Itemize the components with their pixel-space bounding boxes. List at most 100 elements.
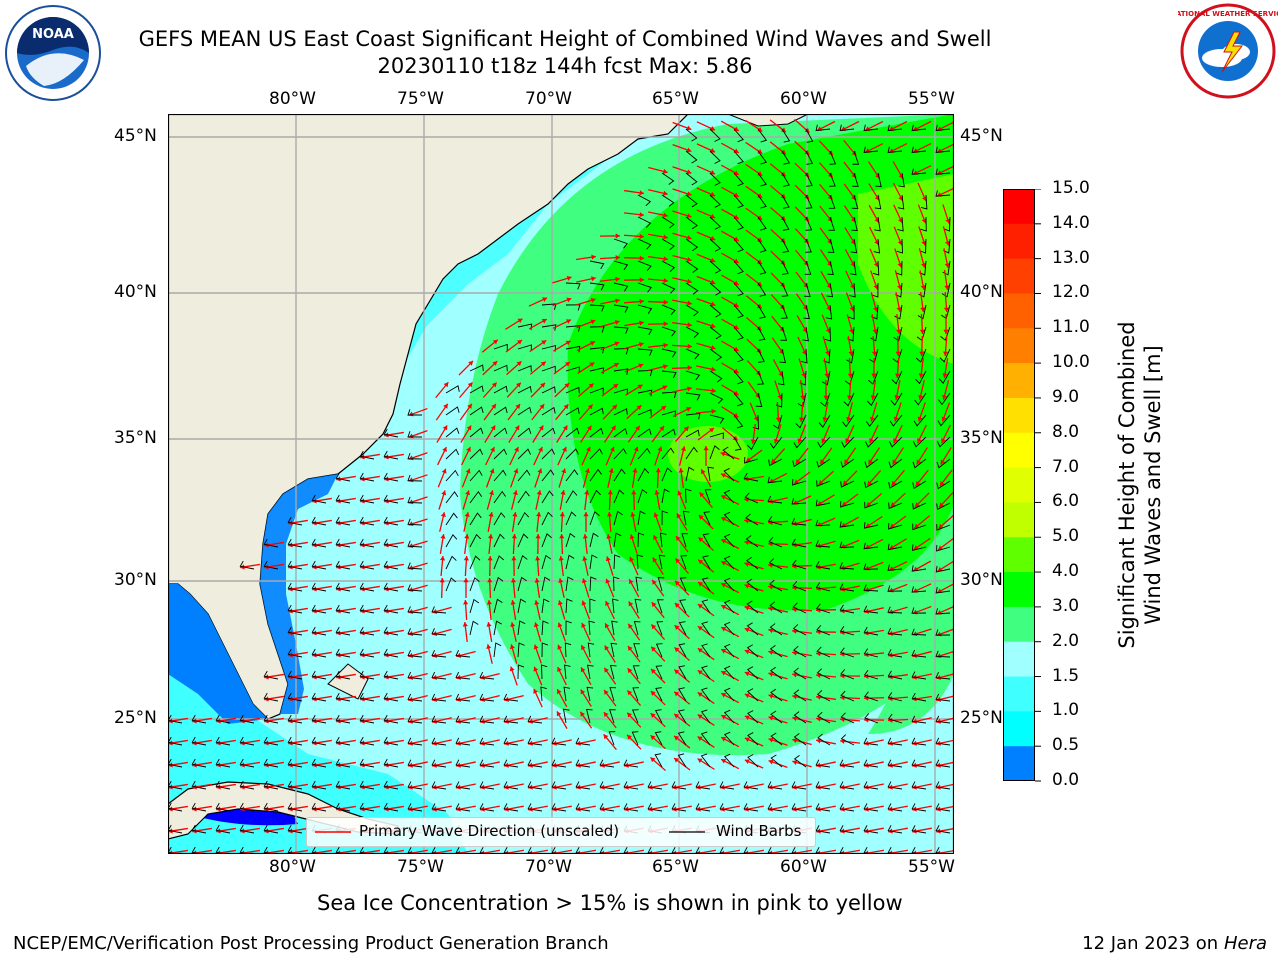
wave-arrow-head [509, 666, 515, 672]
wave-arrow-head [897, 240, 903, 246]
wave-arrow-head [557, 689, 562, 695]
wave-arrow-head [744, 715, 750, 721]
wind-barb [815, 759, 831, 768]
wind-barb [870, 326, 879, 342]
wind-barb [865, 436, 879, 448]
wind-barb [445, 491, 459, 504]
wind-barb [541, 620, 549, 636]
wind-barb [589, 427, 604, 438]
wind-barb [263, 736, 279, 746]
wind-barb [887, 713, 903, 724]
wave-arrow-head [581, 578, 587, 584]
wave-arrow-head [432, 652, 438, 658]
wave-arrow-head [629, 534, 635, 540]
wave-arrow-head [586, 425, 592, 431]
wind-barb [654, 709, 663, 724]
wind-barb [888, 458, 903, 469]
wind-barb [239, 758, 255, 768]
wind-barb [685, 348, 700, 360]
wind-barb [939, 348, 951, 363]
wave-arrow-head [768, 693, 774, 699]
wind-barb [935, 781, 951, 790]
wave-arrow-head [509, 644, 515, 650]
wind-barb [872, 282, 879, 298]
wind-barb [359, 626, 375, 636]
wave-arrow-head [511, 534, 517, 539]
wave-arrow-head [513, 468, 519, 474]
wind-barb [493, 642, 502, 658]
wave-arrow-head [697, 648, 703, 653]
wind-barb [678, 665, 687, 680]
wave-arrow-head [840, 651, 845, 657]
wave-arrow-head [687, 365, 692, 371]
wind-barb [723, 555, 735, 570]
wind-barb [503, 781, 519, 790]
wind-barb [445, 534, 458, 548]
wave-arrow-head [697, 736, 703, 742]
wave-arrow-head [773, 438, 779, 444]
wave-arrow-head [488, 512, 494, 517]
wave-arrow-head [846, 395, 853, 400]
wind-barb [383, 714, 399, 724]
wave-arrow-head [627, 690, 633, 696]
wind-barb [407, 431, 423, 438]
wind-barb [431, 606, 447, 614]
colorbar-segment [1003, 189, 1035, 225]
wind-barb [826, 282, 834, 298]
wind-barb [589, 511, 600, 526]
wind-barb [709, 432, 724, 439]
wind-barb [709, 414, 725, 424]
wind-barb [685, 488, 692, 504]
wave-arrow-head [889, 544, 895, 550]
map-title: GEFS MEAN US East Coast Significant Heig… [138, 27, 992, 51]
wind-barb [733, 282, 744, 297]
wind-barb [793, 436, 807, 449]
wind-barb [565, 469, 579, 482]
wind-barb [517, 448, 531, 460]
wind-barb [637, 326, 653, 336]
legend-primary-wave: Primary Wave Direction (unscaled) [359, 822, 620, 840]
wind-barb [723, 687, 735, 702]
wind-barb [215, 846, 228, 854]
wave-arrow-head [850, 261, 855, 267]
wave-arrow-head [942, 394, 948, 400]
wind-barb [815, 540, 831, 548]
wave-arrow-head [462, 622, 468, 627]
wind-barb [709, 238, 722, 252]
wave-arrow-head [744, 737, 750, 743]
wind-barb [917, 304, 927, 320]
colorbar-segment [1003, 502, 1035, 538]
wind-barb [445, 512, 458, 526]
colorbar-segment [1003, 258, 1035, 294]
wind-barb [493, 385, 508, 394]
wind-barb [839, 825, 855, 834]
wind-barb [818, 414, 831, 428]
wave-arrow-head [585, 468, 590, 474]
wind-barb [679, 577, 687, 592]
wave-arrow-head [535, 556, 541, 561]
wind-barb [709, 216, 721, 230]
wind-barb [407, 474, 423, 482]
wave-arrow-head [639, 212, 644, 218]
wind-barb [816, 690, 831, 702]
wind-barb [911, 146, 927, 154]
wave-arrow-head [710, 191, 716, 197]
wind-barb [541, 576, 551, 592]
wave-arrow-head [710, 257, 716, 263]
wave-arrow-head [744, 759, 750, 765]
wind-barb [586, 708, 593, 724]
wave-arrow-head [768, 759, 774, 765]
wind-barb [915, 370, 927, 385]
wave-arrow-head [629, 579, 634, 585]
wind-barb [865, 414, 879, 428]
branch-credit: NCEP/EMC/Verification Post Processing Pr… [13, 933, 609, 954]
wind-barb [935, 586, 951, 594]
wind-barb [815, 803, 831, 812]
wind-barb [287, 538, 303, 548]
wave-arrow-head [465, 468, 471, 474]
wind-barb [445, 448, 460, 460]
wave-arrow-head [888, 717, 893, 723]
wave-arrow-head [651, 602, 657, 608]
wave-arrow-head [686, 169, 692, 175]
wind-barb [792, 478, 807, 486]
